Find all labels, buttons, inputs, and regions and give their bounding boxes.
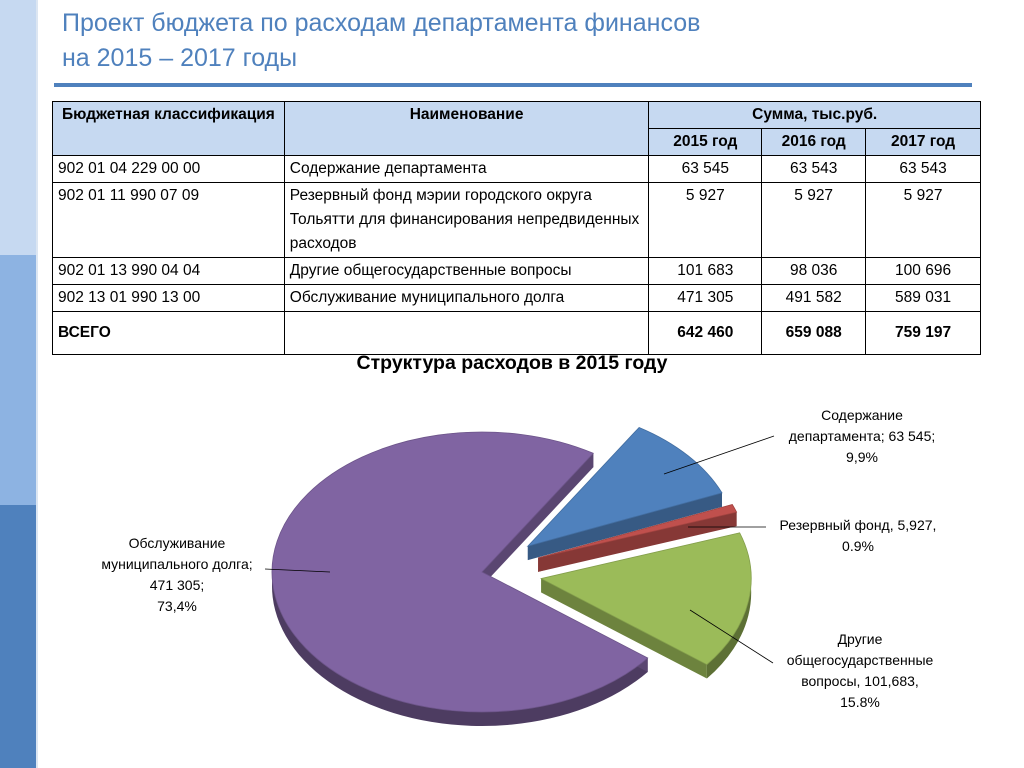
- row-name: Другие общегосударственные вопросы: [283, 257, 650, 285]
- pie-slice-1: [538, 504, 738, 559]
- row-value-2017: 589 031: [865, 284, 981, 312]
- title-underline: [54, 83, 972, 87]
- pie-slice-0: [526, 426, 723, 547]
- row-name: Обслуживание муниципального долга: [283, 284, 650, 312]
- pie-leader-line-2: [689, 609, 774, 664]
- pie-slice-label-0: Содержание департамента; 63 545; 9,9%: [789, 407, 936, 465]
- row-value-2016: 98 036: [761, 257, 867, 285]
- total-label: ВСЕГО: [52, 311, 285, 355]
- total-value-2017: 759 197: [865, 311, 981, 355]
- row-value-2016: 63 543: [761, 155, 867, 183]
- total-row: ВСЕГО 642 460 659 088 759 197: [52, 311, 981, 355]
- table-row: 902 13 01 990 13 00 Обслуживание муницип…: [52, 284, 981, 312]
- pie-leader-line-0: [663, 435, 775, 475]
- slide-title-line1: Проект бюджета по расходам департамента …: [62, 9, 701, 37]
- row-value-2015: 63 545: [648, 155, 763, 183]
- row-name: Содержание департамента: [283, 155, 650, 183]
- pie-slice-wall-2-1: [541, 578, 707, 679]
- pie-slice-wall-0-1: [527, 492, 722, 561]
- header-classification: Бюджетная классификация: [52, 101, 285, 156]
- row-value-2016: 491 582: [761, 284, 867, 312]
- table-row: 902 01 04 229 00 00 Содержание департаме…: [52, 155, 981, 183]
- pie-slice-wall-3-1: [482, 453, 594, 586]
- row-name: Резервный фонд мэрии городского округа Т…: [283, 182, 650, 258]
- table-row: 902 01 11 990 07 09 Резервный фонд мэрии…: [52, 182, 981, 258]
- pie-slice-side-2: [706, 532, 752, 679]
- slide-title-line2: на 2015 – 2017 годы: [62, 44, 298, 72]
- total-name: [283, 311, 650, 355]
- left-bar-edge: [36, 0, 38, 768]
- table-row: 902 01 13 990 04 04 Другие общегосударст…: [52, 257, 981, 285]
- pie-slice-3: [271, 431, 649, 713]
- header-year-2017: 2017 год: [865, 128, 981, 156]
- header-year-2015: 2015 год: [648, 128, 763, 156]
- slide-title: Проект бюджета по расходам департамента …: [62, 6, 700, 76]
- header-year-2016: 2016 год: [761, 128, 867, 156]
- row-value-2016: 5 927: [761, 182, 867, 258]
- pie-slice-label-3: Обслуживание муниципального долга; 471 305…: [101, 535, 252, 614]
- pie-leader-line-3: [264, 568, 331, 573]
- budget-table: Бюджетная классификация Наименование Сум…: [52, 101, 981, 355]
- chart-title: Структура расходов в 2015 году: [356, 352, 668, 374]
- row-value-2017: 100 696: [865, 257, 981, 285]
- total-value-2016: 659 088: [761, 311, 867, 355]
- pie-slice-label-2: Другие общегосударственные вопросы, 101,68…: [787, 631, 934, 710]
- decorative-left-bar: [0, 0, 36, 768]
- pie-slice-2: [540, 532, 752, 666]
- row-value-2017: 5 927: [865, 182, 981, 258]
- row-code: 902 01 04 229 00 00: [52, 155, 285, 183]
- total-value-2015: 642 460: [648, 311, 763, 355]
- row-code: 902 13 01 990 13 00: [52, 284, 285, 312]
- row-value-2017: 63 543: [865, 155, 981, 183]
- header-name: Наименование: [283, 101, 650, 156]
- pie-slice-side-3: [272, 432, 648, 726]
- pie-slice-label-1: Резервный фонд, 5,927, 0.9%: [780, 517, 937, 554]
- header-sum: Сумма, тыс.руб.: [648, 101, 981, 129]
- pie-slice-wall-1-1: [538, 512, 737, 572]
